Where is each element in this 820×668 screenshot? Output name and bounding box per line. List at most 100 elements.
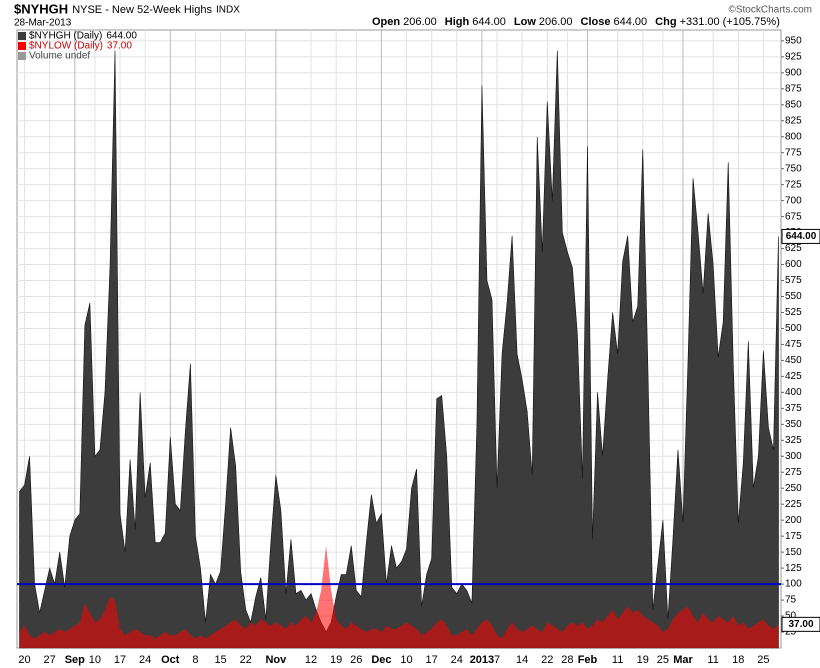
y-tick-label: 550 <box>785 291 802 302</box>
y-tick-label: 775 <box>785 147 802 158</box>
x-tick-label: Feb <box>578 654 598 666</box>
chart-title: $NYHGH <box>14 1 68 16</box>
x-tick-label: 25 <box>657 654 669 666</box>
quote-value: 644.00 <box>614 16 648 28</box>
y-tick-label: 50 <box>785 611 797 622</box>
y-tick-label: 700 <box>785 195 802 206</box>
area <box>19 545 779 648</box>
legend-value: 37.00 <box>107 41 132 52</box>
y-tick-label: 250 <box>785 483 802 494</box>
exchange: INDX <box>216 5 240 16</box>
x-tick-label: Dec <box>371 654 391 666</box>
quote-value: 206.00 <box>539 16 573 28</box>
y-tick-label: 375 <box>785 403 802 414</box>
y-tick-label: 450 <box>785 355 802 366</box>
y-tick-label: 350 <box>785 419 802 430</box>
x-tick-label: 28 <box>561 654 573 666</box>
chart-subtitle: NYSE - New 52-Week Highs <box>72 4 212 16</box>
quote-value: 644.00 <box>472 16 506 28</box>
y-tick-label: 425 <box>785 371 802 382</box>
y-tick-label: 900 <box>785 67 802 78</box>
x-tick-label: 10 <box>89 654 101 666</box>
y-tick-label: 325 <box>785 435 802 446</box>
labels: 25 50 75 100 125 150 175 200 225 250 275 300 325 350 3… <box>18 31 820 666</box>
quote-value: +331.00 (+105.75%) <box>680 16 780 28</box>
y-tick-label: 300 <box>785 451 802 462</box>
x-tick-label: 7 <box>494 654 500 666</box>
legend-swatch <box>18 52 26 60</box>
date: 28-Mar-2013 <box>14 18 72 29</box>
y-tick-label: 200 <box>785 515 802 526</box>
y-tick-label: 275 <box>785 467 802 478</box>
y-tick-label: 950 <box>785 36 802 47</box>
x-tick-label: Nov <box>265 654 287 666</box>
x-tick-label: 15 <box>214 654 226 666</box>
y-tick-label: 800 <box>785 131 802 142</box>
y-tick-label: 225 <box>785 499 802 510</box>
x-tick-label: Oct <box>161 654 180 666</box>
y-tick-label: 400 <box>785 387 802 398</box>
y-tick-label: 850 <box>785 99 802 110</box>
x-tick-label: 14 <box>516 654 528 666</box>
y-tick-label: 925 <box>785 51 802 62</box>
x-tick-label: Mar <box>673 654 693 666</box>
last-value-label: 644.00 <box>786 231 817 242</box>
x-tick-label: 22 <box>541 654 553 666</box>
last-value-box <box>781 228 820 244</box>
legend-label: $NYLOW (Daily) <box>29 41 103 52</box>
x-tick-label: 8 <box>192 654 198 666</box>
legend-label: $NYHGH (Daily) <box>29 31 102 42</box>
x-tick-label: 12 <box>305 654 317 666</box>
x-tick-label: Sep <box>65 654 85 666</box>
y-tick-label: 125 <box>785 563 802 574</box>
x-tick-label: 20 <box>18 654 30 666</box>
x-tick-label: 11 <box>707 654 718 666</box>
y-tick-label: 725 <box>785 179 802 190</box>
y-tick-label: 525 <box>785 307 802 318</box>
y-tick-label: 475 <box>785 339 802 350</box>
y-tick-label: 675 <box>785 211 802 222</box>
y-tick-label: 175 <box>785 531 802 542</box>
quote-label: Low <box>514 16 536 28</box>
x-tick-label: 17 <box>114 654 126 666</box>
y-tick-label: 500 <box>785 323 802 334</box>
x-tick-label: 11 <box>612 654 623 666</box>
x-tick-label: 22 <box>240 654 252 666</box>
area <box>19 50 779 649</box>
y-tick-label: 875 <box>785 83 802 94</box>
x-tick-label: 2013 <box>470 654 494 666</box>
x-tick-label: 25 <box>757 654 769 666</box>
x-tick-label: 17 <box>426 654 438 666</box>
last-value-box <box>781 616 820 632</box>
quote-label: Open <box>372 16 400 28</box>
legend-value: 644.00 <box>106 31 137 42</box>
x-tick-label: 24 <box>451 654 463 666</box>
y-tick-label: 150 <box>785 547 802 558</box>
x-tick-label: 18 <box>732 654 744 666</box>
y-tick-label: 100 <box>785 579 802 590</box>
y-tick-label: 75 <box>785 595 797 606</box>
x-tick-label: 27 <box>44 654 56 666</box>
legend-label: Volume undef <box>29 51 90 62</box>
y-tick-label: 25 <box>785 627 797 638</box>
y-tick-label: 825 <box>785 115 802 126</box>
marks <box>17 50 781 649</box>
legend-swatch <box>18 42 26 50</box>
quote-label: Close <box>581 16 611 28</box>
y-tick-label: 600 <box>785 259 802 270</box>
x-tick-label: 19 <box>330 654 342 666</box>
last-value-label: 37.00 <box>788 619 813 630</box>
y-tick-label: 575 <box>785 275 802 286</box>
quote-value: 206.00 <box>403 16 437 28</box>
credit: ©StockCharts.com <box>728 5 812 16</box>
x-tick-label: 26 <box>350 654 362 666</box>
quote-label: High <box>445 16 470 28</box>
legend-swatch <box>18 32 26 40</box>
y-tick-label: 750 <box>785 163 802 174</box>
quote-label: Chg <box>655 16 676 28</box>
x-tick-label: 10 <box>400 654 412 666</box>
x-tick-label: 24 <box>139 654 151 666</box>
y-tick-label: 625 <box>785 243 802 254</box>
